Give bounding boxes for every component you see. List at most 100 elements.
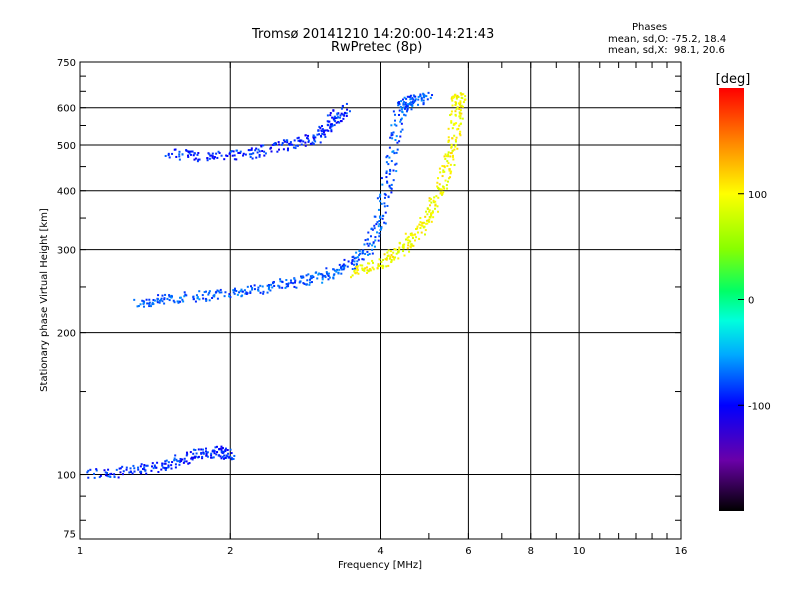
data-point: [214, 446, 217, 449]
data-point: [205, 447, 208, 450]
data-point: [429, 96, 432, 99]
data-point: [378, 235, 381, 238]
data-point: [170, 296, 173, 299]
data-point: [379, 200, 382, 203]
data-point: [181, 458, 184, 461]
data-point: [393, 258, 396, 261]
data-point: [389, 170, 392, 173]
data-point: [206, 451, 209, 454]
data-point: [447, 162, 450, 165]
data-point: [225, 454, 228, 457]
data-point: [192, 154, 195, 157]
data-point: [403, 243, 406, 246]
data-point: [447, 127, 450, 130]
data-point: [210, 456, 213, 459]
data-point: [173, 148, 176, 151]
data-point: [182, 300, 185, 303]
data-point: [277, 141, 280, 144]
data-point: [229, 296, 232, 299]
data-point: [211, 152, 214, 155]
data-point: [285, 279, 288, 282]
data-point: [411, 100, 414, 103]
data-point: [178, 155, 181, 158]
data-point: [319, 126, 322, 129]
data-point: [399, 120, 402, 123]
data-point: [230, 452, 233, 455]
data-point: [220, 291, 223, 294]
data-point: [460, 112, 463, 115]
data-point: [450, 151, 453, 154]
data-point: [216, 289, 219, 292]
data-point: [392, 131, 395, 134]
data-point: [106, 472, 109, 475]
data-point: [187, 150, 190, 153]
data-point: [326, 123, 329, 126]
data-point: [350, 261, 353, 264]
data-point: [378, 223, 381, 226]
data-point: [163, 302, 166, 305]
data-point: [384, 222, 387, 225]
data-point: [440, 192, 443, 195]
data-point: [338, 268, 341, 271]
data-point: [377, 239, 380, 242]
data-point: [357, 258, 360, 261]
data-point: [205, 299, 208, 302]
data-point: [437, 177, 440, 180]
data-point: [430, 201, 433, 204]
data-point: [229, 456, 232, 459]
data-point: [446, 187, 449, 190]
data-point: [255, 156, 258, 159]
data-point: [263, 150, 266, 153]
data-point: [450, 143, 453, 146]
data-point: [402, 102, 405, 105]
data-point: [462, 93, 465, 96]
data-point: [130, 471, 133, 474]
data-point: [442, 191, 445, 194]
data-point: [353, 269, 356, 272]
data-point: [419, 94, 422, 97]
data-point: [137, 305, 140, 308]
data-point: [361, 258, 364, 261]
data-point: [323, 133, 326, 136]
data-point: [404, 105, 407, 108]
data-point: [383, 205, 386, 208]
data-point: [310, 281, 313, 284]
data-point: [397, 113, 400, 116]
data-point: [205, 454, 208, 457]
data-point: [455, 95, 458, 98]
data-point: [197, 448, 200, 451]
data-point: [458, 112, 461, 115]
data-point: [210, 154, 213, 157]
data-point: [361, 250, 364, 253]
data-point: [423, 233, 426, 236]
data-point: [394, 138, 397, 141]
data-point: [353, 263, 356, 266]
data-point: [405, 110, 408, 113]
data-point: [403, 96, 406, 99]
data-point: [87, 469, 90, 472]
data-point: [404, 103, 407, 106]
data-point: [297, 136, 300, 139]
data-point: [408, 250, 411, 253]
data-point: [422, 92, 425, 95]
data-point: [264, 152, 267, 155]
data-point: [228, 152, 231, 155]
data-point: [270, 150, 273, 153]
data-point: [220, 449, 223, 452]
data-point: [458, 132, 461, 135]
data-point: [386, 255, 389, 258]
data-point: [156, 461, 159, 464]
data-point: [335, 270, 338, 273]
data-point: [342, 268, 345, 271]
data-point: [401, 98, 404, 101]
data-point: [371, 244, 374, 247]
data-point: [293, 277, 296, 280]
data-point: [278, 286, 281, 289]
data-point: [312, 276, 315, 279]
data-point: [390, 254, 393, 257]
data-point: [319, 141, 322, 144]
colorbar-tick-label: 0: [748, 296, 754, 307]
data-point: [458, 111, 461, 114]
data-point: [399, 118, 402, 121]
data-point: [326, 120, 329, 123]
